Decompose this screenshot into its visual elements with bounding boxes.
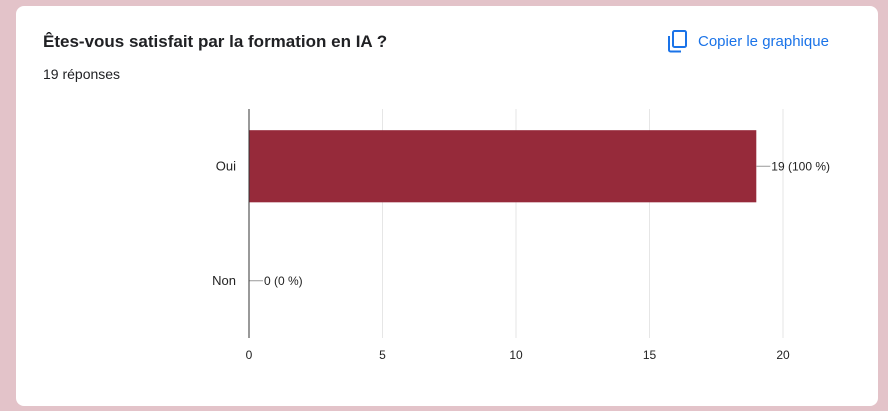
- x-tick-label: 5: [379, 348, 386, 362]
- category-label: Oui: [216, 158, 236, 173]
- copy-icon: [666, 29, 688, 53]
- x-tick-label: 0: [246, 348, 253, 362]
- x-tick-label: 20: [776, 348, 790, 362]
- responses-count: 19 réponses: [43, 66, 121, 82]
- category-label: Non: [212, 273, 236, 288]
- x-tick-label: 15: [643, 348, 657, 362]
- chart-card: Êtes-vous satisfait par la formation en …: [16, 6, 878, 406]
- bar-chart: 0 5 10 15 20 Oui 19 (100 %) Non 0 (0 %): [212, 109, 830, 362]
- copy-chart-button[interactable]: Copier le graphique: [660, 26, 835, 56]
- x-tick-label: 10: [509, 348, 523, 362]
- bar: [249, 130, 757, 203]
- data-label: 0 (0 %): [264, 274, 303, 288]
- copy-chart-label: Copier le graphique: [698, 32, 829, 50]
- question-title: Êtes-vous satisfait par la formation en …: [43, 32, 388, 51]
- data-label: 19 (100 %): [771, 159, 830, 173]
